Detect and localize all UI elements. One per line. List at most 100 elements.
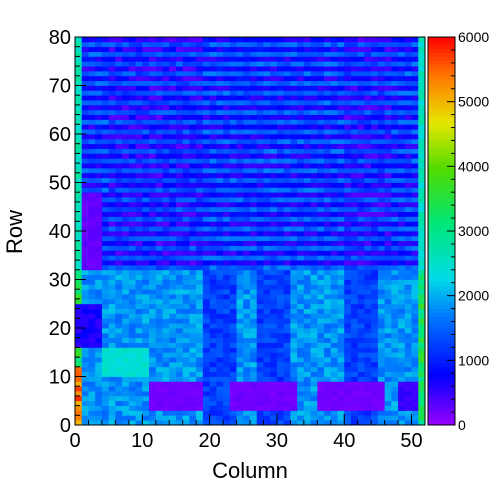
heatmap-cell (276, 124, 285, 130)
heatmap-cell (196, 61, 204, 67)
heatmap-cell (303, 366, 311, 373)
heatmap-cell (256, 158, 264, 164)
heatmap-cell (270, 284, 278, 290)
heatmap-cell (209, 138, 217, 145)
heatmap-cell (404, 153, 412, 159)
heatmap-cell (128, 134, 136, 140)
heatmap-cell (303, 211, 311, 217)
x-tick-label: 10 (131, 430, 153, 452)
heatmap-cell (337, 366, 345, 373)
heatmap-cell (236, 138, 244, 145)
heatmap-cell (182, 134, 190, 140)
heatmap-cell (216, 289, 224, 295)
heatmap-cell (202, 148, 211, 154)
heatmap-cell (142, 109, 150, 115)
heatmap-cell (303, 371, 311, 377)
heatmap-cell (276, 114, 285, 120)
heatmap-cell (182, 226, 190, 232)
heatmap-cell (142, 61, 150, 67)
heatmap-cell (115, 134, 123, 140)
heatmap-cell (81, 361, 89, 368)
heatmap-cell (283, 90, 291, 96)
heatmap-cell (391, 124, 399, 130)
heatmap-cell (142, 313, 150, 319)
heatmap-cell (88, 51, 96, 57)
heatmap-cell (75, 211, 83, 217)
heatmap-cell (95, 153, 103, 159)
heatmap-cell (128, 138, 136, 145)
heatmap-cell (418, 177, 426, 183)
heatmap-cell (310, 177, 318, 183)
heatmap-cell (142, 70, 150, 77)
heatmap-cell (223, 391, 231, 397)
heatmap-cell (196, 51, 204, 57)
heatmap-cell (128, 70, 136, 77)
heatmap-cell (142, 148, 150, 154)
heatmap-cell (303, 37, 311, 43)
heatmap-cell (209, 95, 217, 101)
heatmap-cell (283, 56, 291, 62)
heatmap-cell (418, 260, 426, 266)
heatmap-cell (263, 56, 271, 62)
heatmap-cell (162, 376, 170, 382)
heatmap-cell (391, 391, 399, 397)
heatmap-cell (418, 138, 426, 145)
heatmap-cell (182, 138, 190, 145)
heatmap-cell (263, 415, 271, 421)
heatmap-cell (391, 269, 399, 276)
heatmap-cell (115, 211, 123, 217)
heatmap-cell (377, 279, 386, 285)
heatmap-cell (155, 95, 163, 101)
heatmap-cell (122, 298, 130, 305)
heatmap-cell (364, 420, 372, 426)
colorbar-swatch (428, 390, 455, 395)
heatmap-cell (364, 308, 372, 314)
heatmap-cell (108, 294, 116, 300)
heatmap-cell (283, 80, 291, 86)
heatmap-cell (398, 109, 406, 115)
heatmap-cell (330, 260, 338, 266)
heatmap-cell (324, 410, 332, 416)
heatmap-cell (297, 221, 305, 227)
heatmap-cell (297, 332, 305, 339)
heatmap-cell (243, 323, 251, 329)
heatmap-cell (350, 158, 359, 164)
heatmap-cell (95, 85, 103, 91)
heatmap-cell (108, 163, 116, 169)
heatmap-cell (142, 182, 150, 188)
heatmap-cell (310, 361, 318, 368)
heatmap-cell (357, 303, 365, 309)
heatmap-cell (75, 124, 83, 130)
heatmap-cell (330, 51, 338, 57)
heatmap-cell (155, 371, 163, 377)
heatmap-cell (175, 129, 184, 135)
heatmap-cell (162, 172, 170, 179)
heatmap-cell (270, 46, 278, 52)
heatmap-cell (175, 148, 184, 154)
heatmap-cell (276, 167, 285, 174)
heatmap-cell (398, 148, 406, 154)
heatmap-cell (364, 337, 372, 343)
heatmap-cell (95, 134, 103, 140)
heatmap-cell (81, 391, 89, 397)
heatmap-cell (101, 274, 110, 280)
heatmap-cell (303, 410, 311, 416)
heatmap-cell (411, 119, 419, 125)
heatmap-cell (175, 211, 184, 217)
heatmap-cell (263, 95, 271, 101)
heatmap-cell (189, 415, 197, 421)
heatmap-cell (350, 46, 359, 52)
heatmap-cell (243, 298, 251, 305)
heatmap-cell (290, 357, 298, 363)
colorbar-tick-label: 2000 (458, 288, 489, 304)
heatmap-cell (175, 221, 184, 227)
heatmap-cell (371, 134, 379, 140)
heatmap-cell (182, 206, 190, 212)
heatmap-cell (310, 85, 318, 91)
heatmap-cell (270, 104, 278, 111)
heatmap-cell (95, 226, 103, 232)
heatmap-cell (189, 284, 197, 290)
heatmap-cell (75, 172, 83, 179)
heatmap-cell (142, 192, 150, 198)
heatmap-cell (243, 347, 251, 353)
